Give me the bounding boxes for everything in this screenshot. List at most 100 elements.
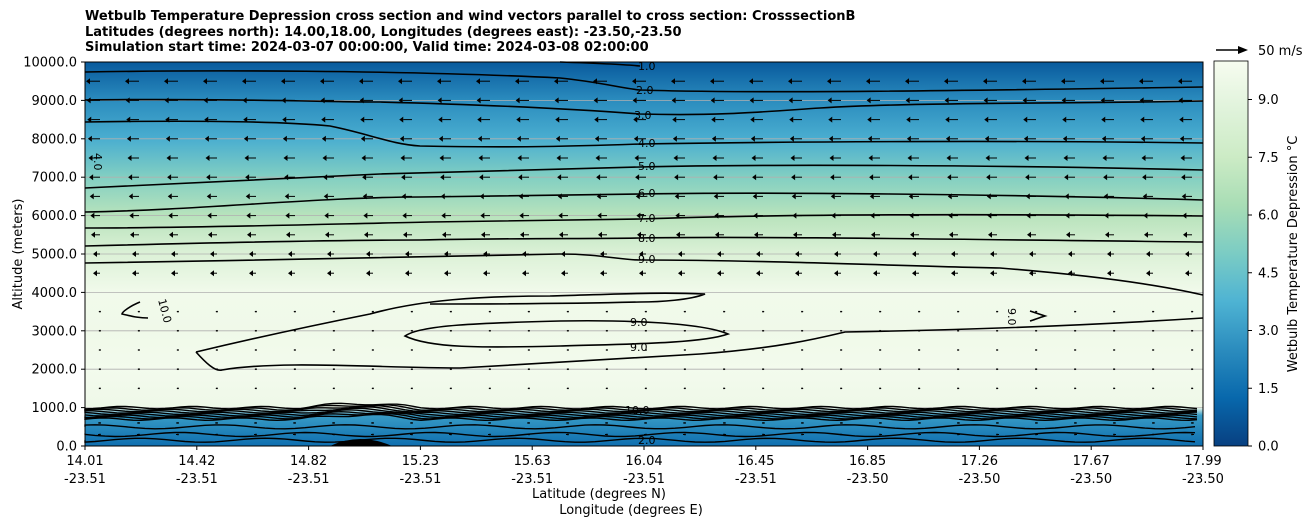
wind-vector-dot bbox=[138, 387, 140, 390]
contour-label-3: 3.0 bbox=[634, 109, 652, 122]
wind-vector-dot bbox=[957, 368, 959, 371]
wind-vector-dot bbox=[1113, 433, 1115, 436]
x-tick-lat: 14.42 bbox=[178, 454, 215, 469]
wind-vector-dot bbox=[489, 422, 491, 424]
wind-vector-head bbox=[1064, 174, 1069, 181]
y-tick-label: 5000.0 bbox=[32, 248, 78, 263]
wind-vector-head bbox=[91, 231, 95, 238]
y-axis-label: Altitude (meters) bbox=[11, 199, 26, 310]
wind-vector-head bbox=[867, 116, 872, 123]
wind-vector-dot bbox=[645, 387, 647, 390]
x-tick-lat: 17.99 bbox=[1184, 454, 1221, 469]
wind-vector-dot bbox=[801, 368, 803, 371]
wind-vector-head bbox=[905, 97, 910, 104]
wind-vector-head bbox=[906, 135, 911, 142]
wind-vector-head bbox=[910, 231, 914, 238]
wind-vector-dot bbox=[333, 387, 335, 390]
wind-vector-head bbox=[712, 155, 717, 161]
x-axis-label-lon: Longitude (degrees E) bbox=[559, 503, 703, 518]
wind-vector-head bbox=[871, 231, 875, 238]
wind-vector-head bbox=[559, 231, 563, 238]
wind-vector-head bbox=[873, 251, 877, 257]
wind-vector-dot bbox=[1152, 368, 1154, 371]
wind-vector-head bbox=[1026, 212, 1031, 219]
wind-vector-head bbox=[555, 116, 560, 123]
wind-vector-head bbox=[519, 212, 524, 219]
wind-vector-dot bbox=[1191, 433, 1193, 436]
x-tick-lon: -23.50 bbox=[847, 472, 889, 487]
wind-vector-head bbox=[481, 231, 485, 238]
wind-vector-head bbox=[1022, 78, 1026, 85]
x-tick-lat: 14.01 bbox=[66, 454, 103, 469]
wind-vector-dot bbox=[99, 368, 101, 371]
wind-vector-head bbox=[325, 231, 329, 238]
wind-vector-head bbox=[906, 116, 911, 123]
wind-vector-dot bbox=[723, 368, 725, 371]
wind-vector-dot bbox=[567, 387, 569, 390]
wind-vector-dot bbox=[645, 433, 647, 436]
wind-vector-dot bbox=[1035, 433, 1037, 436]
wind-vector-head bbox=[324, 212, 329, 219]
wind-vector-dot bbox=[1113, 387, 1115, 390]
wind-vector-head bbox=[750, 135, 755, 142]
wind-vector-head bbox=[983, 78, 987, 85]
wind-vector-dot bbox=[1191, 368, 1193, 371]
wind-vector-head bbox=[1140, 116, 1145, 123]
contour-label-10: 4.0 bbox=[91, 153, 104, 171]
contour-label-7: 7.0 bbox=[638, 212, 656, 225]
wind-vector-head bbox=[323, 174, 328, 181]
wind-vector-head bbox=[286, 231, 290, 238]
wind-vector-head bbox=[986, 174, 991, 181]
wind-vector-dot bbox=[177, 387, 179, 390]
wind-vector-head bbox=[636, 212, 641, 219]
wind-vector-dot bbox=[996, 329, 998, 332]
x-tick-lon: -23.51 bbox=[64, 472, 106, 487]
wind-vector-head bbox=[169, 231, 173, 238]
wind-vector-head bbox=[633, 135, 638, 142]
wind-vector-head bbox=[323, 193, 328, 200]
wind-vector-dot bbox=[957, 387, 959, 390]
wind-vector-head bbox=[244, 155, 249, 161]
wind-vector-head bbox=[1101, 135, 1106, 142]
wind-vector-dot bbox=[138, 329, 140, 332]
wind-vector-head bbox=[1025, 174, 1030, 181]
colorbar-tick-label: 7.5 bbox=[1258, 151, 1279, 166]
wind-vector-head bbox=[632, 97, 637, 104]
wind-vector-dot bbox=[879, 387, 881, 390]
wind-vector-head bbox=[596, 193, 601, 200]
wind-vector-dot bbox=[294, 349, 296, 351]
wind-vector-head bbox=[1029, 270, 1033, 277]
wind-vector-head bbox=[673, 155, 678, 161]
wind-vector-dot bbox=[294, 387, 296, 390]
wind-vector-head bbox=[1029, 251, 1033, 257]
wind-vector-dot bbox=[255, 349, 257, 351]
x-tick-lon: -23.51 bbox=[399, 472, 441, 487]
wind-vector-head bbox=[945, 135, 950, 142]
wind-vector-head bbox=[1185, 270, 1189, 277]
wind-vector-head bbox=[678, 251, 682, 257]
contour-line-10 bbox=[195, 292, 706, 353]
wind-vector-head bbox=[168, 212, 173, 219]
wind-vector-head bbox=[515, 97, 520, 104]
y-tick-label: 10000.0 bbox=[23, 56, 77, 71]
wind-vector-head bbox=[554, 78, 558, 85]
wind-vector-head bbox=[249, 270, 253, 277]
wind-vector-head bbox=[93, 251, 97, 257]
wind-vector-dot bbox=[1035, 422, 1037, 424]
wind-vector-dot bbox=[840, 329, 842, 332]
wind-vector-head bbox=[399, 116, 404, 123]
colorbar-tick-label: 3.0 bbox=[1258, 324, 1279, 339]
wind-vector-head bbox=[516, 116, 521, 123]
wind-vector-head bbox=[678, 270, 682, 277]
wind-vector-head bbox=[634, 155, 639, 161]
wind-vector-dot bbox=[723, 387, 725, 390]
wind-vector-head bbox=[674, 193, 679, 200]
wind-vector-head bbox=[87, 135, 92, 142]
wind-vector-head bbox=[866, 78, 870, 85]
wind-vector-head bbox=[749, 97, 754, 104]
wind-vector-head bbox=[405, 270, 409, 277]
wind-vector-head bbox=[288, 251, 292, 257]
wind-vector-dot bbox=[294, 329, 296, 332]
x-axis-ticks: 14.01 -23.51 14.42 -23.51 14.82 -23.51 15.23 -2… bbox=[64, 446, 1224, 487]
wind-vector-head bbox=[205, 155, 210, 161]
